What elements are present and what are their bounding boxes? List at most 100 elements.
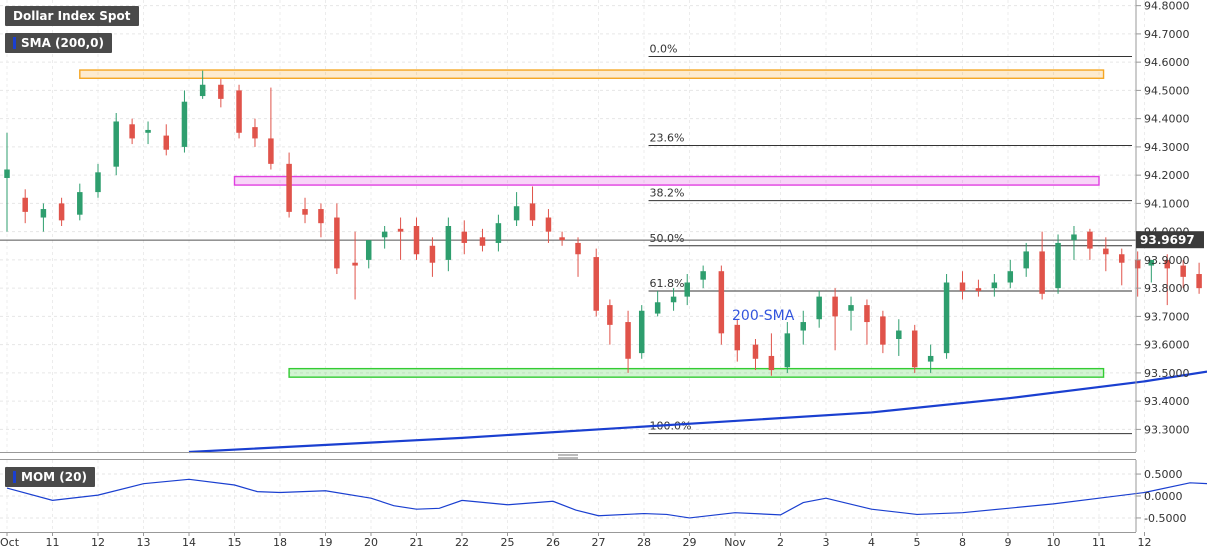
sma-legend-label: SMA (200,0) [21,36,104,50]
candle[interactable] [896,319,902,356]
candle[interactable] [864,299,870,345]
candle[interactable] [268,87,274,170]
candle[interactable] [1023,242,1029,277]
candle[interactable] [1180,259,1186,289]
svg-text:93.9697: 93.9697 [1140,233,1195,247]
candle[interactable] [495,214,502,252]
candle[interactable] [784,322,791,373]
candle[interactable] [413,217,420,260]
candle[interactable] [1071,226,1077,260]
candle[interactable] [880,310,886,354]
x-tick-label: 10 [1047,536,1061,549]
momentum-series [6,478,1207,519]
candle[interactable] [334,203,340,275]
candle[interactable] [991,274,998,297]
price-zone [233,175,1100,186]
x-tick-label: 27 [592,536,606,549]
candle[interactable] [22,189,28,224]
candle[interactable] [95,163,101,198]
candle[interactable] [252,118,258,147]
candle[interactable] [832,288,838,351]
candle[interactable] [365,240,372,269]
candle[interactable] [943,274,950,359]
candle[interactable] [559,231,565,246]
candle[interactable] [975,279,982,297]
candle[interactable] [607,299,613,345]
candle[interactable] [513,192,520,226]
candle[interactable] [575,237,581,277]
candle[interactable] [129,118,135,145]
candle[interactable] [529,186,536,226]
candle[interactable] [77,183,83,221]
x-tick-label: Nov [724,536,746,549]
candle[interactable] [181,90,188,153]
candle[interactable] [199,70,206,99]
candle[interactable] [1055,234,1061,294]
candle[interactable] [927,344,934,373]
y-tick-label: 94.7000 [1144,28,1190,41]
candle[interactable] [625,310,631,373]
candle[interactable] [800,310,807,345]
candle[interactable] [911,324,918,373]
x-tick-label: 9 [1005,536,1012,549]
candle[interactable] [381,226,388,249]
candle[interactable] [1119,248,1125,286]
pane-resize-handle-icon[interactable] [558,454,578,459]
candle[interactable] [302,197,308,224]
candle[interactable] [145,121,151,145]
candle[interactable] [4,132,10,232]
candle[interactable] [1196,262,1202,294]
mom-legend-badge[interactable]: MOM (20) [5,467,95,487]
candle[interactable] [397,217,404,260]
mom-y-tick-label: -0.5000 [1144,512,1186,525]
x-tick-label: 20 [364,536,378,549]
candle[interactable] [461,220,468,255]
candle[interactable] [752,339,759,371]
candle[interactable] [638,305,645,359]
candle[interactable] [445,217,452,272]
candle[interactable] [1087,228,1093,260]
fib-level-label: 38.2% [650,187,685,200]
candle[interactable] [1148,259,1155,283]
candle[interactable] [1134,251,1141,297]
candle[interactable] [848,296,854,331]
last-price-tag: 93.9697 [1136,231,1204,249]
sma-legend-badge[interactable]: SMA (200,0) [5,33,112,53]
candle[interactable] [163,124,170,156]
candle[interactable] [58,197,65,226]
candle[interactable] [684,274,690,306]
mom-legend-label: MOM (20) [21,470,87,484]
candle[interactable] [670,288,677,311]
candle[interactable] [113,113,119,176]
candle[interactable] [593,248,599,317]
candle[interactable] [1164,254,1171,306]
candle[interactable] [40,203,47,232]
candle[interactable] [718,265,725,345]
candle[interactable] [352,231,358,300]
candle[interactable] [654,290,661,317]
candle[interactable] [1039,231,1045,300]
momentum-line [6,478,1207,519]
chart-title-badge[interactable]: Dollar Index Spot [5,6,139,26]
mom-y-tick-label: 0.0000 [1144,490,1183,503]
candle[interactable] [545,209,552,243]
candle[interactable] [816,290,822,328]
candle[interactable] [286,152,292,218]
candle[interactable] [479,228,486,252]
candle[interactable] [236,84,242,139]
x-tick-label: 22 [455,536,469,549]
candle[interactable] [218,79,224,108]
candle[interactable] [734,319,741,362]
x-tick-label: 3 [823,536,830,549]
candle[interactable] [700,265,706,289]
candle[interactable] [1007,259,1014,289]
price-zone [79,69,1105,79]
candle[interactable] [959,271,966,300]
candle[interactable] [1103,237,1109,272]
candle[interactable] [768,333,775,376]
candle[interactable] [318,203,324,238]
candle[interactable] [429,237,436,277]
x-tick-label: 26 [546,536,560,549]
x-tick-label: Oct [0,536,20,549]
